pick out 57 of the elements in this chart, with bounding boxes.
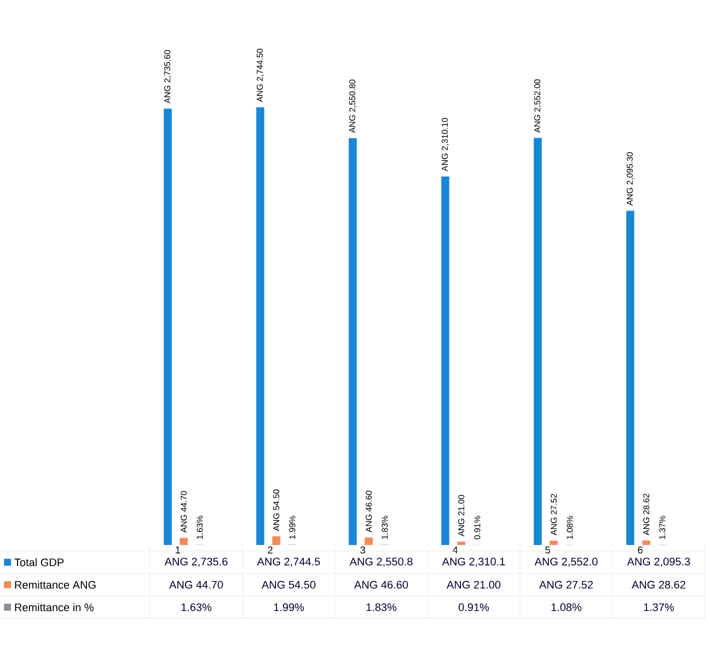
text: ANG 2,552.0 (534, 558, 598, 567)
text: ANG 54.50 (262, 580, 316, 589)
bar (364, 538, 373, 545)
bar (164, 108, 172, 545)
text: 1.63% (182, 603, 212, 612)
data-label: ANG 27.52 (550, 494, 557, 536)
legend-label: Total GDP (14, 558, 64, 566)
bar (550, 540, 558, 545)
bar (642, 540, 650, 545)
data-label: ANG 2,550.80 (349, 80, 356, 133)
bar (272, 536, 280, 545)
text: ANG 2,735.6 (164, 558, 228, 567)
text: ANG 2,550.8 (350, 558, 412, 567)
text: 1.08% (552, 603, 582, 612)
text: ANG 27.52 (539, 580, 593, 589)
legend-label: Remittance in % (15, 603, 94, 612)
text: ANG 2,095.3 (627, 558, 690, 567)
data-label: ANG 2,552.00 (534, 79, 542, 133)
text: ANG 44.70 (169, 580, 223, 589)
bar (534, 138, 542, 545)
text: 1.99% (274, 603, 304, 612)
data-label: 1.63% (196, 516, 203, 539)
data-label: ANG 44.70 (180, 491, 187, 533)
bar (457, 542, 466, 545)
data-label: ANG 2,095.30 (626, 152, 634, 206)
text: ANG 2,744.5 (257, 558, 320, 567)
bar (441, 176, 450, 545)
text: 1.83% (366, 603, 396, 612)
data-label: 1.99% (289, 516, 296, 539)
x-tick-label: 1 (176, 546, 180, 554)
text: 1.37% (644, 603, 674, 612)
x-tick-label: 4 (452, 546, 458, 554)
text: ANG 46.60 (354, 580, 408, 589)
text: ANG 2,310.1 (442, 558, 505, 567)
text: ANG 21.00 (446, 580, 500, 589)
data-label: ANG 54.50 (273, 490, 280, 532)
data-label: 1.37% (659, 516, 666, 539)
x-tick-label: 5 (545, 546, 550, 554)
bar (256, 107, 264, 545)
data-label: ANG 2,310.10 (442, 118, 449, 172)
data-label: ANG 2,744.50 (256, 48, 264, 102)
bar (626, 210, 634, 545)
data-label: ANG 28.62 (643, 494, 650, 536)
data-label: 1.83% (382, 516, 388, 539)
text: ANG 28.62 (632, 580, 686, 589)
x-tick-label: 6 (638, 546, 643, 554)
text: 0.91% (458, 603, 489, 612)
data-label: ANG 21.00 (458, 494, 464, 536)
x-tick-label: 3 (360, 546, 366, 554)
bar (180, 538, 188, 545)
data-label: 0.91% (474, 516, 480, 540)
bar (348, 138, 357, 545)
x-tick-label: 2 (268, 546, 273, 554)
data-label: ANG 46.60 (366, 490, 372, 532)
data-label: ANG 2,735.60 (164, 50, 172, 104)
data-label: 1.08% (566, 516, 573, 539)
legend-label: Remittance ANG (15, 580, 96, 589)
